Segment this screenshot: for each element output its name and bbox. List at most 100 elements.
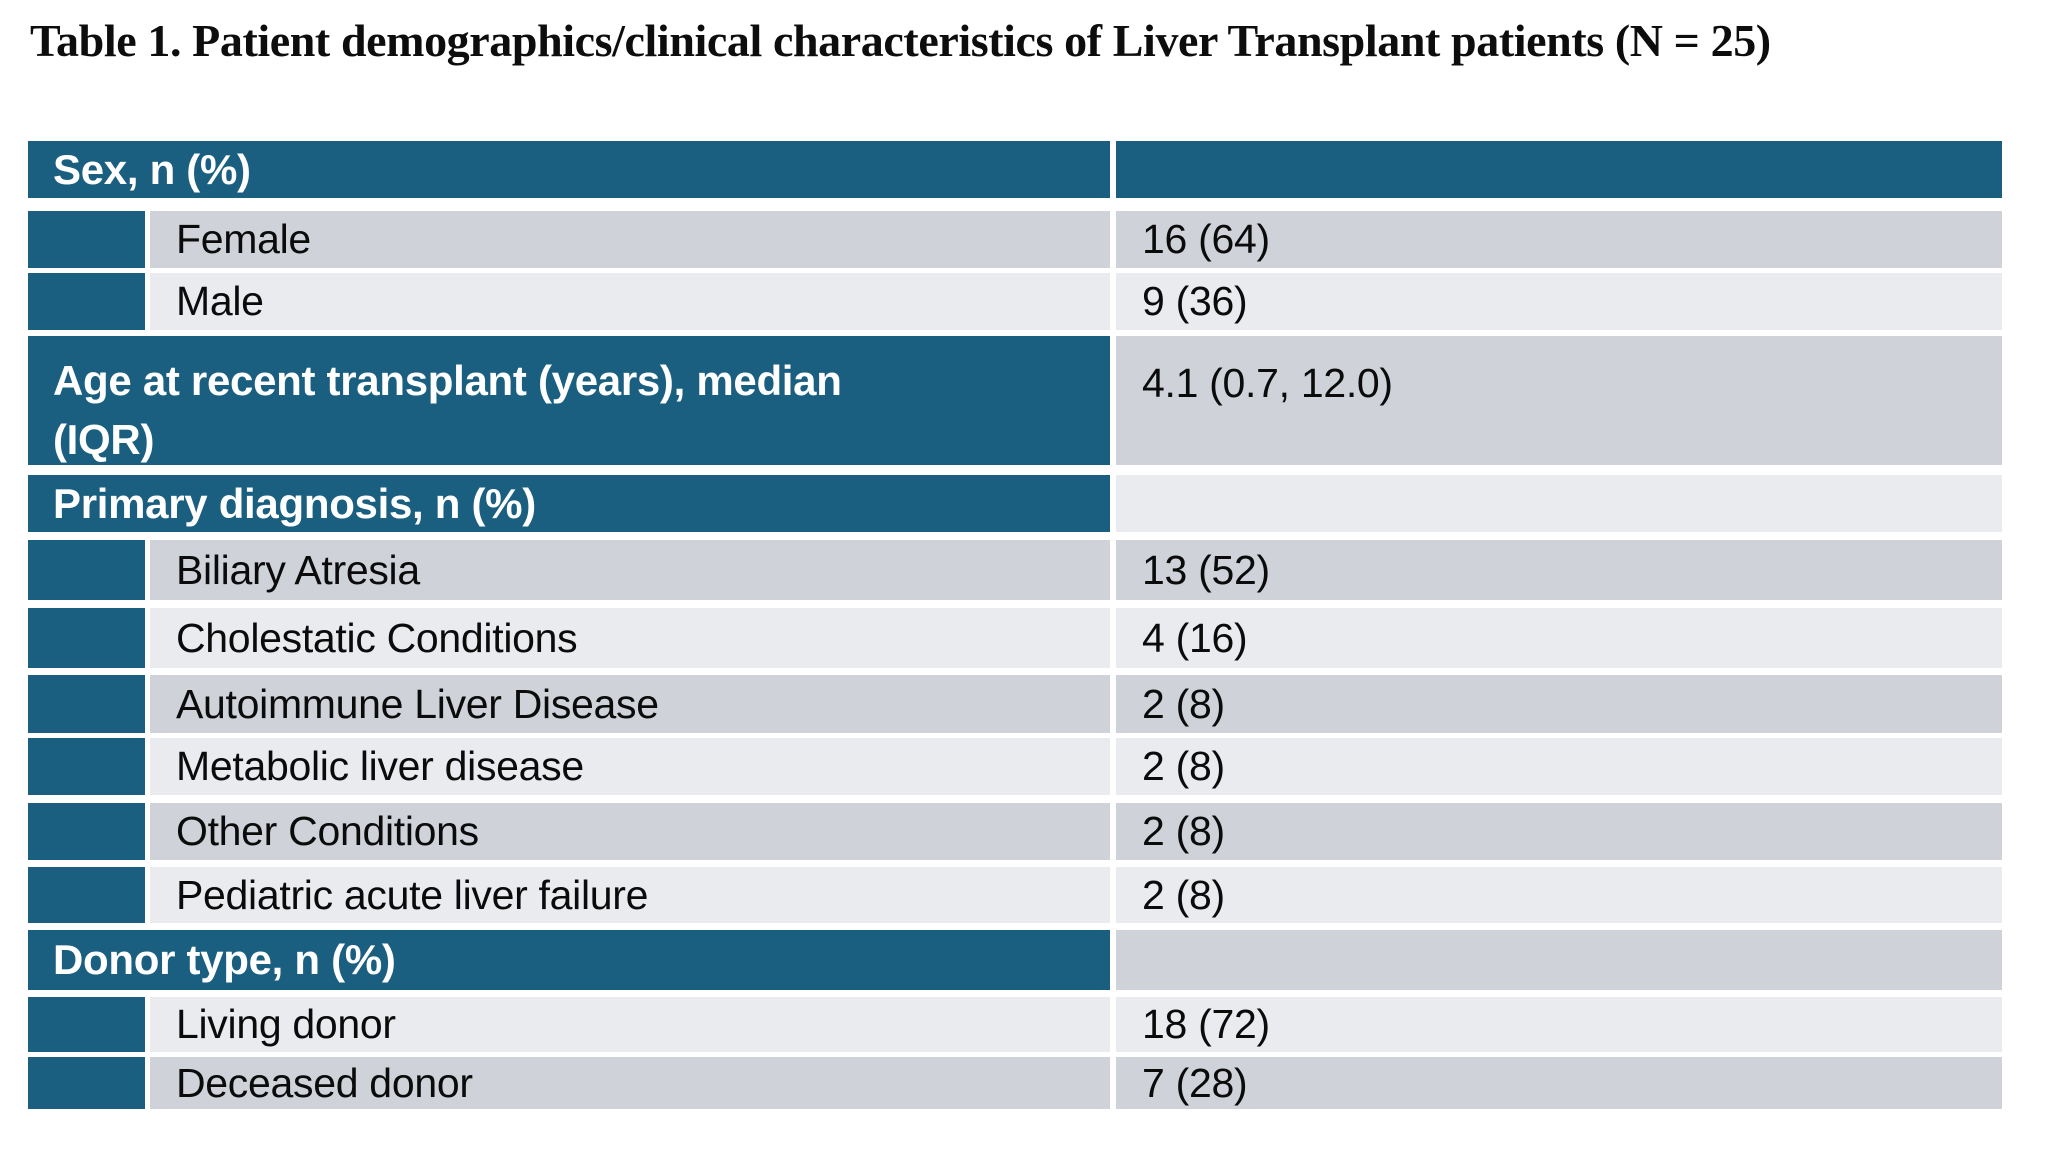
- row-value: 13 (52): [1142, 546, 1270, 593]
- row-value-cell: [1116, 141, 2002, 198]
- row-label-cell: Cholestatic Conditions: [150, 608, 1110, 668]
- row-label-cell: Male: [150, 273, 1110, 330]
- column-divider: [1110, 1057, 1116, 1109]
- row-label: Cholestatic Conditions: [176, 614, 578, 661]
- table-section-row: Donor type, n (%): [28, 930, 2002, 990]
- row-value-cell: 2 (8): [1116, 675, 2002, 733]
- column-divider: [1110, 475, 1116, 532]
- table-item-row: Metabolic liver disease 2 (8): [28, 738, 2002, 795]
- table-item-row: Pediatric acute liver failure 2 (8): [28, 867, 2002, 923]
- row-label: Male: [176, 278, 264, 324]
- row-value-cell: 2 (8): [1116, 738, 2002, 795]
- row-value: 4 (16): [1142, 614, 1248, 661]
- column-divider: [1110, 608, 1116, 668]
- row-label-cell: Female: [150, 211, 1110, 268]
- row-label-cell: Metabolic liver disease: [150, 738, 1110, 795]
- row-indent-block: [28, 867, 145, 923]
- column-divider: [1110, 540, 1116, 600]
- indent-divider: [145, 1057, 150, 1109]
- column-divider: [1110, 273, 1116, 330]
- table-item-row: Female 16 (64): [28, 211, 2002, 268]
- row-label-cell: Biliary Atresia: [150, 540, 1110, 600]
- section-header-label: Donor type, n (%): [53, 936, 396, 983]
- indent-divider: [145, 273, 150, 330]
- row-label-cell: Living donor: [150, 997, 1110, 1052]
- row-indent-block: [28, 608, 145, 668]
- row-indent-block: [28, 997, 145, 1052]
- table-item-row: Cholestatic Conditions 4 (16): [28, 608, 2002, 668]
- row-label: Other Conditions: [176, 808, 479, 854]
- row-label: Pediatric acute liver failure: [176, 871, 649, 918]
- column-divider: [1110, 997, 1116, 1052]
- row-indent-block: [28, 211, 145, 268]
- row-value: 2 (8): [1142, 808, 1225, 854]
- row-value-cell: 4 (16): [1116, 608, 2002, 668]
- column-divider: [1110, 336, 1116, 465]
- row-label-cell: Pediatric acute liver failure: [150, 867, 1110, 923]
- column-divider: [1110, 867, 1116, 923]
- row-label-cell: Other Conditions: [150, 803, 1110, 860]
- row-value-cell: 18 (72): [1116, 997, 2002, 1052]
- section-header-cell: Sex, n (%): [28, 141, 1110, 198]
- table-item-row: Other Conditions 2 (8): [28, 803, 2002, 860]
- row-value: 18 (72): [1142, 1001, 1270, 1047]
- row-value-cell: [1116, 930, 2002, 990]
- indent-divider: [145, 540, 150, 600]
- row-indent-block: [28, 273, 145, 330]
- section-header-label: Sex, n (%): [53, 145, 251, 193]
- row-indent-block: [28, 738, 145, 795]
- indent-divider: [145, 738, 150, 795]
- column-divider: [1110, 738, 1116, 795]
- row-label: Biliary Atresia: [176, 546, 420, 593]
- indent-divider: [145, 997, 150, 1052]
- row-value: 9 (36): [1142, 278, 1248, 324]
- column-divider: [1110, 675, 1116, 733]
- row-label: Deceased donor: [176, 1059, 473, 1106]
- section-header-cell: Age at recent transplant (years), median…: [28, 336, 1110, 465]
- table-item-row: Male 9 (36): [28, 273, 2002, 330]
- table-item-row: Living donor 18 (72): [28, 997, 2002, 1052]
- row-indent-block: [28, 803, 145, 860]
- row-label-cell: Autoimmune Liver Disease: [150, 675, 1110, 733]
- table-measure-row: Age at recent transplant (years), median…: [28, 336, 2002, 465]
- row-label: Autoimmune Liver Disease: [176, 680, 659, 727]
- row-value: 16 (64): [1142, 216, 1270, 262]
- section-header-cell: Primary diagnosis, n (%): [28, 475, 1110, 532]
- row-label: Metabolic liver disease: [176, 743, 584, 789]
- table-section-row: Primary diagnosis, n (%): [28, 475, 2002, 532]
- table-item-row: Autoimmune Liver Disease 2 (8): [28, 675, 2002, 733]
- row-value-cell: 13 (52): [1116, 540, 2002, 600]
- row-label-cell: Deceased donor: [150, 1057, 1110, 1109]
- table-item-row: Deceased donor 7 (28): [28, 1057, 2002, 1109]
- row-value-cell: 4.1 (0.7, 12.0): [1116, 336, 2002, 465]
- table-item-row: Biliary Atresia 13 (52): [28, 540, 2002, 600]
- row-label: Female: [176, 216, 311, 262]
- column-divider: [1110, 930, 1116, 990]
- row-value-cell: 9 (36): [1116, 273, 2002, 330]
- row-label: Living donor: [176, 1001, 396, 1047]
- column-divider: [1110, 141, 1116, 198]
- row-value: 2 (8): [1142, 743, 1225, 789]
- row-value-cell: 2 (8): [1116, 867, 2002, 923]
- indent-divider: [145, 608, 150, 668]
- section-header-label: Age at recent transplant (years), median…: [53, 357, 842, 463]
- row-value: 2 (8): [1142, 680, 1225, 727]
- table-title: Table 1. Patient demographics/clinical c…: [30, 15, 1771, 66]
- row-value-cell: [1116, 475, 2002, 532]
- row-value: 2 (8): [1142, 871, 1225, 918]
- row-indent-block: [28, 675, 145, 733]
- row-value: 7 (28): [1142, 1059, 1248, 1106]
- indent-divider: [145, 675, 150, 733]
- section-header-label: Primary diagnosis, n (%): [53, 479, 536, 527]
- patient-demographics-table: Sex, n (%) Female 16 (64) Male 9 (36) Age at …: [28, 141, 2002, 1109]
- indent-divider: [145, 867, 150, 923]
- indent-divider: [145, 211, 150, 268]
- column-divider: [1110, 211, 1116, 268]
- indent-divider: [145, 803, 150, 860]
- table-section-row: Sex, n (%): [28, 141, 2002, 198]
- row-value-cell: 16 (64): [1116, 211, 2002, 268]
- row-value-cell: 7 (28): [1116, 1057, 2002, 1109]
- column-divider: [1110, 803, 1116, 860]
- row-value: 4.1 (0.7, 12.0): [1142, 360, 1393, 406]
